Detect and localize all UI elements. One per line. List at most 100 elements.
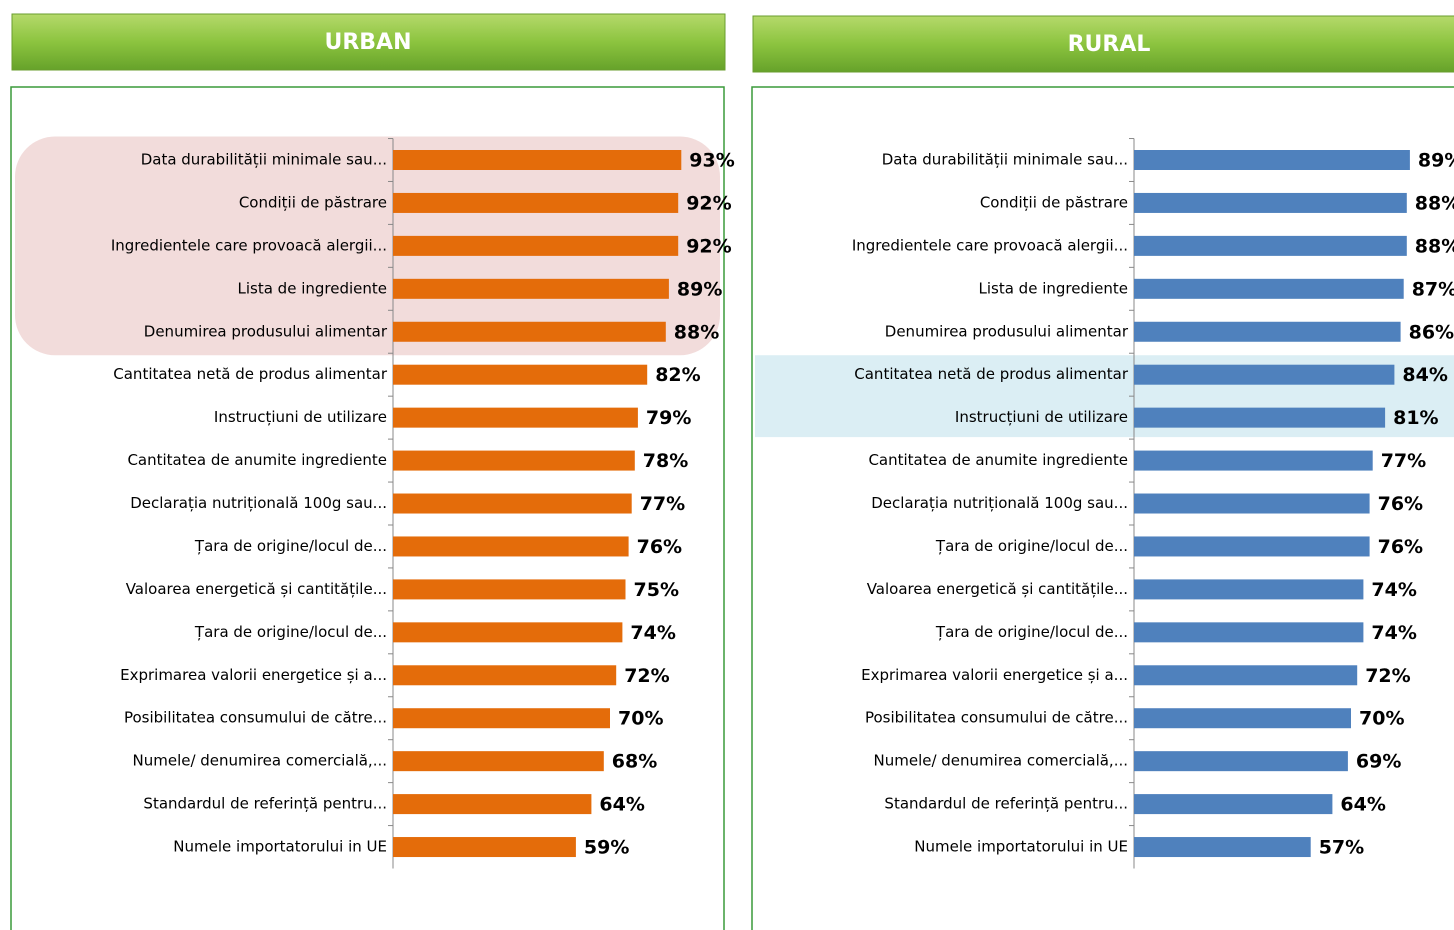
- bar: [393, 235, 679, 256]
- category-label: Cantitatea netă de produs alimentar: [854, 365, 1129, 383]
- category-label: Exprimarea valorii energetice și a...: [861, 666, 1128, 684]
- category-label: Denumirea produsului alimentar: [885, 322, 1129, 340]
- value-label: 78%: [643, 450, 688, 472]
- bar: [1134, 665, 1358, 686]
- category-label: Lista de ingrediente: [979, 279, 1129, 297]
- category-label: Numele/ denumirea comercială,...: [133, 752, 388, 770]
- value-label: 72%: [624, 665, 669, 687]
- value-label: 64%: [599, 794, 644, 816]
- value-label: 59%: [584, 837, 629, 859]
- category-label: Denumirea produsului alimentar: [144, 322, 388, 340]
- category-label: Condiții de păstrare: [980, 193, 1128, 211]
- category-label: Cantitatea de anumite ingrediente: [127, 451, 387, 469]
- bar: [1134, 622, 1364, 643]
- bar: [393, 751, 604, 772]
- value-label: 88%: [1415, 192, 1454, 214]
- category-label: Declarația nutrițională 100g sau...: [130, 494, 387, 512]
- bar: [1134, 321, 1401, 342]
- category-label: Țara de origine/locul de...: [935, 623, 1128, 641]
- value-label: 92%: [686, 192, 731, 214]
- category-label: Standardul de referință pentru...: [143, 795, 387, 813]
- value-label: 87%: [1412, 278, 1454, 300]
- category-label: Valoarea energetică și cantitățile...: [867, 580, 1128, 598]
- bar: [1134, 708, 1351, 729]
- category-label: Data durabilității minimale sau...: [882, 151, 1128, 169]
- category-label: Ingredientele care provoacă alergii...: [111, 236, 387, 254]
- panel-frame: [10, 86, 725, 930]
- value-label: 74%: [630, 622, 675, 644]
- bar: [1134, 278, 1404, 299]
- bar: [1134, 751, 1348, 772]
- value-label: 70%: [618, 708, 663, 730]
- value-label: 76%: [637, 536, 682, 558]
- category-label: Standardul de referință pentru...: [884, 795, 1128, 813]
- bar: [1134, 192, 1407, 213]
- value-label: 70%: [1359, 708, 1404, 730]
- bar: [393, 493, 632, 514]
- bar: [1134, 407, 1386, 428]
- value-label: 81%: [1393, 407, 1438, 429]
- bar: [393, 321, 666, 342]
- category-label: Declarația nutrițională 100g sau...: [871, 494, 1128, 512]
- value-label: 93%: [689, 150, 734, 172]
- value-label: 76%: [1378, 536, 1423, 558]
- category-label: Valoarea energetică și cantitățile...: [126, 580, 387, 598]
- bar: [393, 278, 669, 299]
- value-label: 84%: [1402, 364, 1447, 386]
- bar: [393, 794, 592, 815]
- value-label: 89%: [1418, 150, 1454, 172]
- bar: [393, 450, 635, 471]
- bar: [1134, 837, 1311, 858]
- category-label: Instrucțiuni de utilizare: [955, 408, 1128, 426]
- value-label: 82%: [655, 364, 700, 386]
- category-label: Ingredientele care provoacă alergii...: [852, 236, 1128, 254]
- category-label: Condiții de păstrare: [239, 193, 387, 211]
- bar: [393, 192, 679, 213]
- bar: [1134, 493, 1370, 514]
- bar: [393, 622, 623, 643]
- highlight: [15, 136, 720, 356]
- panel-frame: [751, 86, 1454, 930]
- panel-title: URBAN: [324, 30, 411, 55]
- bar: [393, 665, 617, 686]
- bar: [393, 708, 610, 729]
- category-label: Posibilitatea consumului de către...: [124, 709, 387, 727]
- bar: [1134, 579, 1364, 600]
- value-label: 74%: [1371, 579, 1416, 601]
- bar: [1134, 150, 1410, 170]
- category-label: Cantitatea de anumite ingrediente: [868, 451, 1128, 469]
- value-label: 77%: [640, 493, 685, 515]
- category-label: Numele importatorului in UE: [914, 838, 1128, 856]
- value-label: 86%: [1409, 321, 1454, 343]
- header-bar: [11, 13, 726, 71]
- category-label: Cantitatea netă de produs alimentar: [113, 365, 388, 383]
- category-label: Țara de origine/locul de...: [194, 537, 387, 555]
- panel-title: RURAL: [1068, 32, 1151, 57]
- category-label: Numele/ denumirea comercială,...: [874, 752, 1129, 770]
- category-label: Țara de origine/locul de...: [194, 623, 387, 641]
- category-label: Data durabilității minimale sau...: [141, 151, 387, 169]
- bar: [1134, 794, 1333, 815]
- category-label: Țara de origine/locul de...: [935, 537, 1128, 555]
- bar: [393, 364, 648, 385]
- value-label: 57%: [1319, 837, 1364, 859]
- value-label: 68%: [612, 751, 657, 773]
- bar: [1134, 364, 1395, 385]
- value-label: 75%: [634, 579, 679, 601]
- value-label: 88%: [1415, 235, 1454, 257]
- bar: [393, 837, 576, 858]
- bar: [393, 579, 626, 600]
- value-label: 64%: [1340, 794, 1385, 816]
- category-label: Instrucțiuni de utilizare: [214, 408, 387, 426]
- value-label: 74%: [1371, 622, 1416, 644]
- value-label: 79%: [646, 407, 691, 429]
- value-label: 88%: [674, 321, 719, 343]
- category-label: Exprimarea valorii energetice și a...: [120, 666, 387, 684]
- value-label: 92%: [686, 235, 731, 257]
- value-label: 72%: [1365, 665, 1410, 687]
- value-label: 69%: [1356, 751, 1401, 773]
- value-label: 77%: [1381, 450, 1426, 472]
- category-label: Numele importatorului in UE: [173, 838, 387, 856]
